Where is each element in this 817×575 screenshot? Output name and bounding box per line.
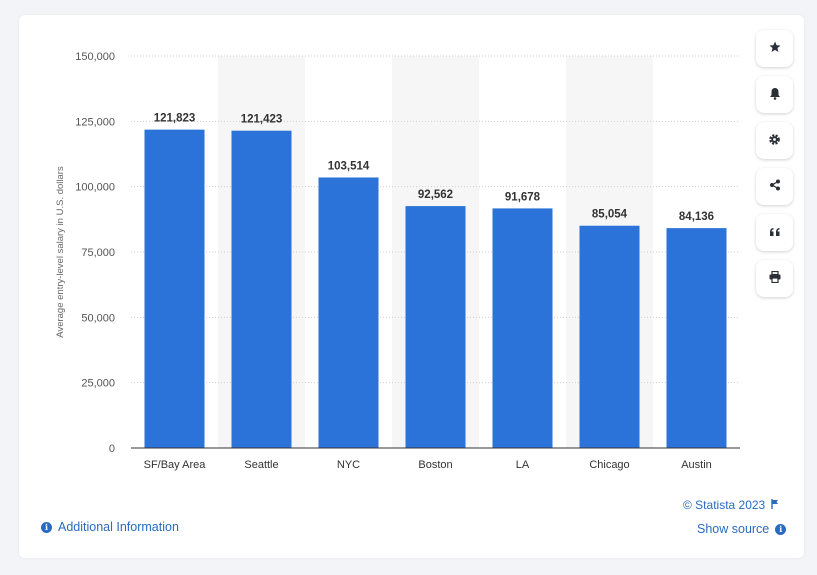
bar[interactable] bbox=[579, 225, 640, 448]
settings-button[interactable] bbox=[756, 122, 793, 159]
y-tick-label: 150,000 bbox=[75, 51, 115, 63]
info-icon: i bbox=[41, 521, 52, 533]
data-labels: 121,823 121,423 103,514 92,562 91,678 85,054 8… bbox=[154, 113, 714, 223]
show-source-label: Show source bbox=[697, 522, 770, 536]
gear-icon bbox=[768, 133, 781, 149]
x-category-label: Seattle bbox=[244, 459, 278, 471]
data-label: 91,678 bbox=[505, 191, 541, 203]
y-tick-label: 125,000 bbox=[75, 116, 115, 128]
x-category-label: Austin bbox=[681, 459, 712, 471]
copyright[interactable]: © Statista 2023 bbox=[683, 498, 779, 512]
x-category-label: Chicago bbox=[589, 459, 629, 471]
star-icon bbox=[769, 41, 781, 56]
additional-information-label: Additional Information bbox=[58, 520, 179, 534]
print-button[interactable] bbox=[756, 260, 793, 297]
bar[interactable] bbox=[231, 130, 292, 449]
x-category-label: LA bbox=[516, 459, 530, 471]
bar[interactable] bbox=[144, 129, 205, 448]
bar[interactable] bbox=[405, 206, 466, 448]
data-label: 121,823 bbox=[154, 113, 196, 125]
x-category-label: NYC bbox=[337, 459, 360, 471]
y-axis-ticks: 0 25,000 50,000 75,000 100,000 125,000 150,000 bbox=[75, 51, 115, 455]
additional-information-link[interactable]: i Additional Information bbox=[41, 520, 179, 534]
show-source-link[interactable]: Show source i bbox=[697, 522, 787, 536]
favorite-button[interactable] bbox=[756, 30, 793, 67]
bell-icon bbox=[769, 87, 781, 103]
data-label: 84,136 bbox=[679, 211, 714, 223]
y-axis-label: Average entry-level salary in U.S. dolla… bbox=[55, 166, 66, 338]
x-category-label: SF/Bay Area bbox=[144, 459, 207, 471]
notify-button[interactable] bbox=[756, 76, 793, 113]
bar[interactable] bbox=[318, 177, 379, 449]
bar[interactable] bbox=[492, 208, 553, 448]
y-tick-label: 100,000 bbox=[75, 182, 115, 194]
y-tick-label: 50,000 bbox=[81, 312, 115, 324]
share-icon bbox=[769, 179, 781, 194]
x-category-label: Boston bbox=[418, 459, 452, 471]
info-icon: i bbox=[775, 523, 787, 535]
y-tick-label: 75,000 bbox=[81, 247, 115, 259]
print-icon bbox=[769, 270, 781, 286]
bars bbox=[144, 129, 727, 449]
bar[interactable] bbox=[666, 228, 727, 448]
y-tick-label: 0 bbox=[109, 443, 115, 455]
flag-icon bbox=[771, 498, 779, 512]
data-label: 92,562 bbox=[418, 189, 453, 201]
data-label: 85,054 bbox=[592, 209, 628, 221]
cite-button[interactable] bbox=[756, 214, 793, 251]
share-button[interactable] bbox=[756, 168, 793, 205]
x-axis-categories: SF/Bay Area Seattle NYC Boston LA Chicago Aust… bbox=[144, 459, 712, 471]
quote-icon bbox=[769, 225, 781, 240]
copyright-text: © Statista 2023 bbox=[683, 498, 766, 512]
y-tick-label: 25,000 bbox=[81, 378, 115, 390]
data-label: 103,514 bbox=[328, 160, 370, 172]
data-label: 121,423 bbox=[241, 114, 283, 126]
